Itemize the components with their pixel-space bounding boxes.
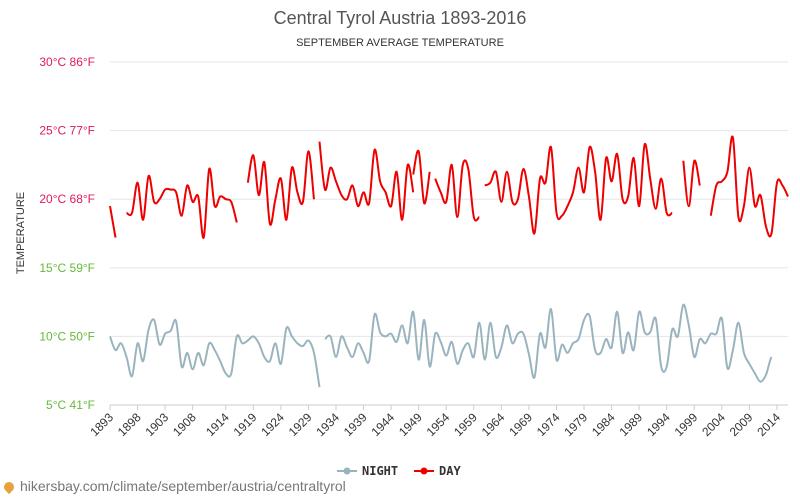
x-tick-label: 2014 [754, 410, 783, 439]
legend-day[interactable]: DAY [414, 464, 461, 478]
x-tick-label: 1984 [589, 410, 618, 439]
y-tick-label: 10°C 50°F [39, 329, 95, 343]
x-tick-label: 1919 [231, 410, 260, 439]
legend-day-label: DAY [439, 464, 461, 478]
x-tick-label: 1954 [424, 410, 453, 439]
x-tick-label: 1908 [170, 410, 199, 439]
y-tick-label: 20°C 68°F [39, 192, 95, 206]
x-tick-label: 1893 [87, 410, 116, 439]
day-line-segment-2 [246, 150, 315, 226]
day-line-segment-0 [109, 205, 117, 238]
day-line-segment-4 [412, 149, 431, 205]
y-tick-label: 30°C 86°F [39, 55, 95, 69]
x-tick-label: 1994 [644, 410, 673, 439]
x-tick-label: 1898 [115, 410, 144, 439]
legend: NIGHT DAY [337, 464, 461, 478]
legend-night-label: NIGHT [362, 464, 398, 478]
day-line-segment-1 [126, 167, 238, 239]
x-tick-label: 1944 [368, 410, 397, 439]
night-line-segment-1 [324, 303, 773, 383]
series-lines [109, 135, 789, 388]
source-url[interactable]: hikersbay.com/climate/september/austria/… [20, 478, 346, 494]
chart-title: Central Tyrol Austria 1893-2016 [274, 8, 527, 28]
x-tick-label: 1959 [451, 410, 480, 439]
y-axis-label: TEMPERATURE [15, 192, 27, 274]
x-tick-label: 1964 [479, 410, 508, 439]
x-tick-label: 1914 [203, 410, 232, 439]
grid-lines [110, 61, 788, 406]
x-tick-label: 1924 [258, 410, 287, 439]
legend-day-swatch-dot [420, 467, 428, 475]
day-line-segment-8 [709, 135, 789, 238]
day-line-segment-7 [682, 159, 701, 208]
x-tick-label: 1939 [341, 410, 370, 439]
legend-night-swatch-dot [343, 467, 351, 475]
x-tick-label: 1929 [286, 410, 315, 439]
day-line-segment-3 [318, 141, 415, 221]
x-tick-label: 1999 [672, 410, 701, 439]
day-line-segment-5 [434, 159, 481, 222]
y-tick-label: 5°C 41°F [46, 398, 95, 412]
chart-subtitle: SEPTEMBER AVERAGE TEMPERATURE [296, 37, 504, 49]
source-footer[interactable]: hikersbay.com/climate/september/austria/… [1, 478, 346, 495]
x-tick-label: 1903 [142, 410, 171, 439]
night-line-segment-0 [109, 318, 321, 388]
x-tick-label: 1979 [561, 410, 590, 439]
x-tick-label: 1989 [617, 410, 646, 439]
x-tick-label: 1949 [396, 410, 425, 439]
y-tick-label: 25°C 77°F [39, 124, 95, 138]
legend-night[interactable]: NIGHT [337, 464, 398, 478]
x-tick-label: 2009 [727, 410, 756, 439]
day-line-segment-6 [484, 143, 673, 235]
location-pin-icon [1, 480, 17, 495]
y-tick-label: 15°C 59°F [39, 261, 95, 275]
x-tick-label: 1934 [313, 410, 342, 439]
x-tick-label: 1974 [534, 410, 563, 439]
x-tick-label: 1969 [506, 410, 535, 439]
x-tick-label: 2004 [699, 410, 728, 439]
y-tick-labels: 30°C 86°F 25°C 77°F 20°C 68°F 15°C 59°F 10°C… [39, 55, 95, 412]
